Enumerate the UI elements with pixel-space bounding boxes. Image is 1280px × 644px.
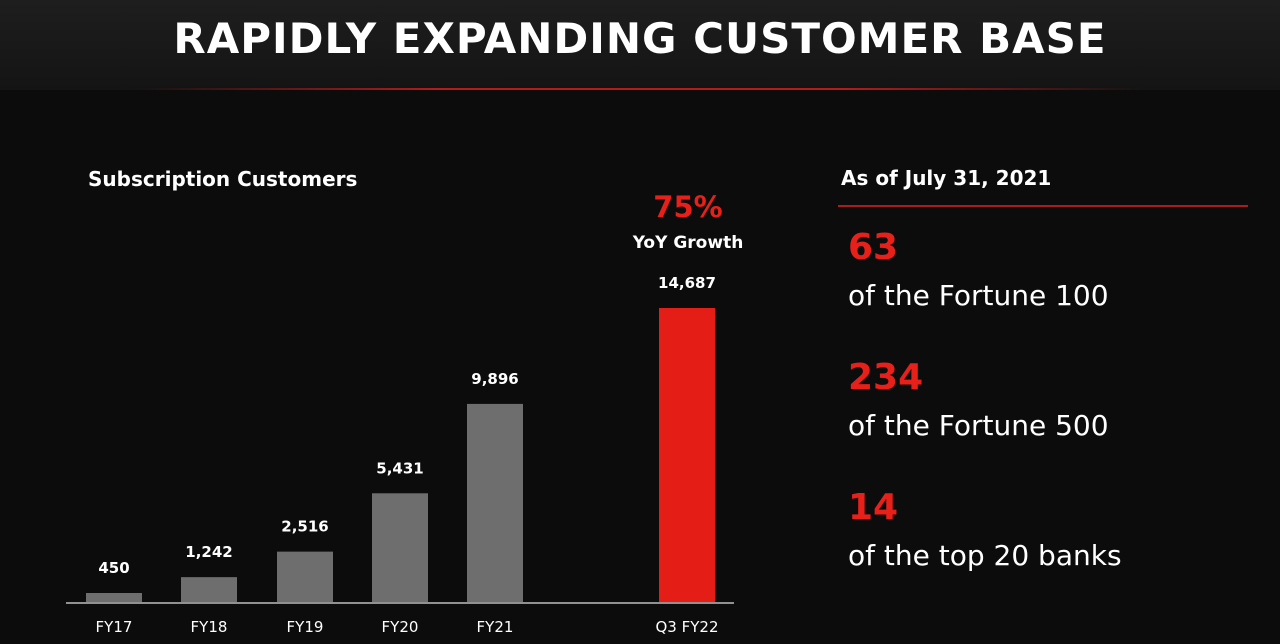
bar-fy20 [372,493,428,602]
stat-fortune-100: 63 of the Fortune 100 [848,228,1109,314]
stat-description: of the Fortune 100 [848,279,1109,312]
x-tick-label: FY19 [287,618,324,636]
growth-label: YoY Growth [632,233,744,253]
stat-number: 63 [848,227,899,268]
x-tick-label: FY20 [382,618,419,636]
bar-fy17 [86,592,142,602]
page-title: RAPIDLY EXPANDING CUSTOMER BASE [173,14,1107,63]
stat-description: of the Fortune 500 [848,409,1109,442]
stat-description: of the top 20 banks [848,539,1122,572]
header-divider [140,88,1140,90]
x-tick-label: Q3 FY22 [656,618,719,636]
chart-title: Subscription Customers [88,167,358,191]
stat-number: 14 [848,487,899,528]
stat-top-banks: 14 of the top 20 banks [848,488,1122,574]
side-divider [838,205,1248,207]
x-tick-label: FY18 [191,618,228,636]
stat-fortune-500: 234 of the Fortune 500 [848,358,1109,444]
bar-fy18 [181,577,237,602]
bar-value-label: 1,242 [185,543,232,561]
bar-value-label: 2,516 [281,518,328,536]
as-of-date: As of July 31, 2021 [841,166,1052,190]
header-bar: RAPIDLY EXPANDING CUSTOMER BASE [0,0,1280,90]
bar-value-label: 9,896 [471,370,518,388]
bar-value-label: 450 [98,559,129,577]
bar-value-label: 14,687 [658,274,716,292]
bar-value-label: 5,431 [376,459,423,477]
bar-fy19 [277,551,333,602]
x-tick-label: FY21 [477,618,514,636]
stat-number: 234 [848,357,924,398]
growth-percent: 75% [653,190,723,224]
x-tick-label: FY17 [96,618,133,636]
bar-fy21 [467,403,523,602]
bar-q3-fy22 [659,308,715,602]
